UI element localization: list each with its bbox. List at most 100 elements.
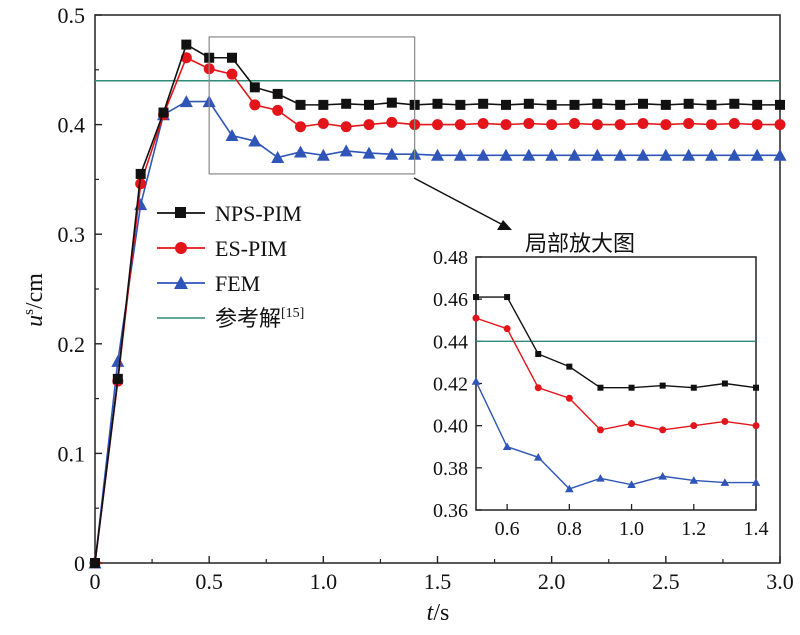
point-nps-pim	[729, 98, 740, 109]
point-es-pim	[774, 119, 786, 131]
inset-point-es-pim	[503, 325, 511, 333]
point-es-pim	[249, 99, 261, 111]
zoom-arrow	[413, 177, 512, 230]
point-es-pim	[546, 119, 558, 131]
legend-item-nps-pim: NPS-PIM	[157, 201, 302, 226]
x-tick-label: 3.0	[766, 569, 794, 594]
inset-y-tick-label: 0.42	[433, 374, 468, 396]
inset-point-es-pim	[534, 384, 542, 392]
point-nps-pim	[706, 99, 717, 110]
point-nps-pim	[615, 99, 626, 110]
point-fem	[316, 148, 330, 161]
inset-point-nps-pim	[535, 350, 542, 357]
point-fem	[179, 95, 193, 108]
point-es-pim	[637, 118, 649, 130]
inset-point-nps-pim	[628, 384, 635, 391]
x-tick-label: 2.5	[652, 569, 680, 594]
point-es-pim	[317, 118, 329, 130]
inset-axis-ticks: 0.6 0.8 1.0 1.2 1.4 0.36 0.38 0.40 0.42 0.44 0.46 0…	[433, 247, 769, 540]
point-fem	[225, 129, 239, 142]
inset-point-fem	[502, 442, 512, 451]
point-es-pim	[500, 119, 512, 131]
point-es-pim	[614, 119, 626, 131]
inset-point-fem	[751, 478, 761, 486]
inset-point-es-pim	[596, 426, 604, 434]
point-fem	[453, 148, 467, 161]
point-nps-pim	[318, 99, 329, 110]
point-nps-pim	[181, 39, 192, 50]
point-es-pim	[454, 119, 466, 131]
point-es-pim	[523, 118, 535, 130]
x-tick-label: 0.5	[195, 569, 223, 594]
inset-point-nps-pim	[597, 384, 604, 391]
legend-label-fem: FEM	[215, 271, 260, 296]
point-fem	[476, 148, 490, 161]
point-fem	[750, 148, 764, 161]
point-nps-pim	[112, 373, 123, 384]
inset-point-fem	[471, 377, 481, 385]
inset-series-nps-pim	[473, 294, 759, 391]
inset-point-fem	[565, 484, 574, 493]
point-es-pim	[660, 119, 672, 131]
point-nps-pim	[546, 99, 557, 110]
y-tick-label: 0.3	[58, 222, 86, 247]
point-es-pim	[272, 104, 284, 116]
point-fem	[682, 148, 696, 161]
legend-label-nps-pim: NPS-PIM	[215, 201, 302, 226]
inset-point-es-pim	[659, 426, 667, 434]
inset-y-tick-label: 0.48	[433, 247, 468, 269]
point-nps-pim	[386, 97, 397, 108]
y-tick-label: 0.5	[58, 3, 86, 28]
x-tick-label: 1.0	[310, 569, 338, 594]
inset-x-tick-label: 1.2	[681, 518, 706, 540]
point-nps-pim	[158, 107, 169, 118]
point-fem	[545, 148, 559, 161]
inset-x-tick-label: 0.8	[557, 518, 582, 540]
point-nps-pim	[592, 98, 603, 109]
inset-title: 局部放大图	[525, 231, 635, 256]
point-fem	[294, 145, 307, 158]
inset-series-line-fem	[475, 381, 756, 490]
inset-series-line-nps-pim	[476, 296, 757, 389]
inset-point-nps-pim	[753, 384, 759, 391]
y-tick-label: 0.2	[58, 332, 86, 357]
point-nps-pim	[478, 98, 489, 109]
x-tick-label: 2.0	[538, 569, 566, 594]
point-fem	[362, 146, 376, 159]
point-fem	[590, 148, 604, 161]
y-tick-label: 0	[74, 551, 85, 576]
legend-item-reference: 参考解[15]	[157, 306, 304, 331]
inset-point-es-pim	[472, 314, 480, 322]
point-nps-pim	[364, 99, 374, 110]
point-nps-pim	[90, 558, 100, 568]
point-fem	[271, 150, 285, 163]
inset-y-tick-label: 0.40	[433, 416, 468, 438]
legend: NPS-PIM ES-PIM FEM 参考解[15]	[157, 201, 304, 331]
legend-label-es-pim: ES-PIM	[215, 236, 287, 261]
point-fem	[636, 148, 650, 161]
inset-point-fem	[596, 474, 605, 482]
inset-y-tick-label: 0.36	[433, 500, 468, 522]
point-fem	[613, 148, 627, 161]
inset-point-es-pim	[752, 422, 760, 430]
inset-point-es-pim	[565, 394, 573, 402]
inset-point-nps-pim	[659, 382, 666, 389]
point-es-pim	[683, 118, 695, 130]
x-tick-label: 1.5	[424, 569, 452, 594]
point-es-pim	[363, 119, 375, 131]
point-nps-pim	[432, 98, 443, 109]
point-nps-pim	[501, 99, 511, 110]
point-es-pim	[295, 121, 306, 133]
series-nps-pim	[90, 39, 785, 568]
point-fem	[659, 148, 673, 161]
point-fem	[339, 144, 353, 157]
point-nps-pim	[341, 98, 352, 109]
point-nps-pim	[295, 99, 306, 110]
legend-item-fem: FEM	[157, 271, 260, 296]
point-nps-pim	[249, 82, 260, 93]
inset-point-fem	[720, 478, 730, 486]
point-nps-pim	[775, 99, 785, 110]
point-es-pim	[135, 178, 147, 190]
legend-label-reference: 参考解[15]	[215, 306, 304, 331]
